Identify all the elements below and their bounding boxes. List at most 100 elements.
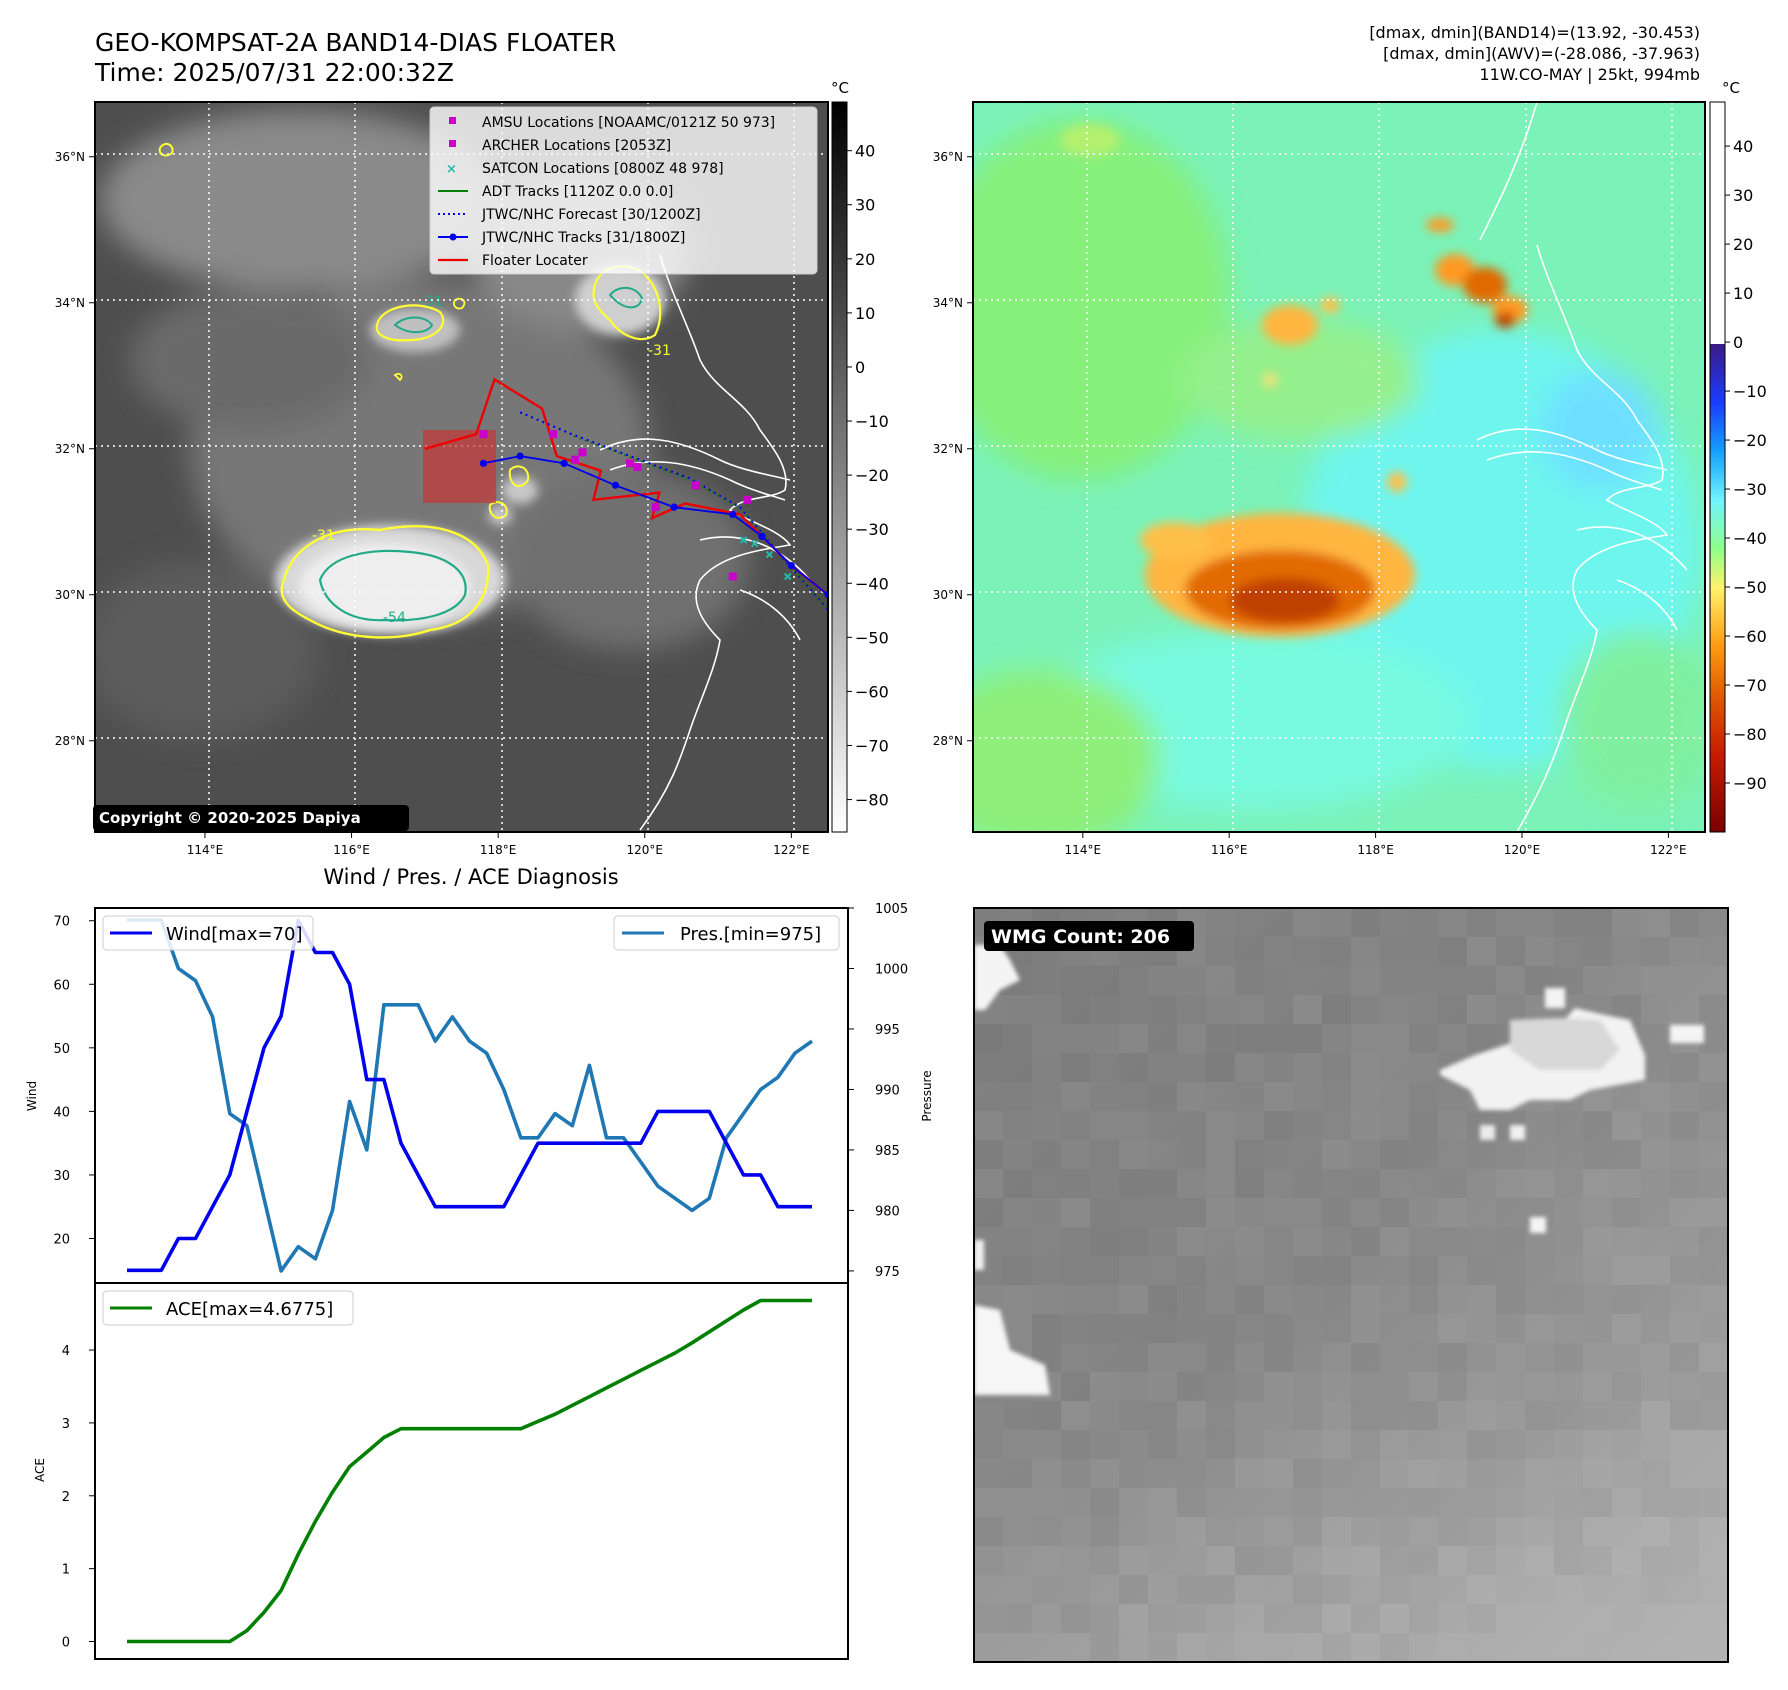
wmg-pixel [1003, 995, 1032, 1024]
wmg-pixel [1554, 1314, 1583, 1343]
wmg-pixel [1641, 1082, 1670, 1111]
wmg-pixel [1554, 1256, 1583, 1285]
wmg-pixel [974, 1430, 1003, 1459]
wmg-pixel [1264, 908, 1293, 937]
wmg-pixel [1090, 1169, 1119, 1198]
wmg-pixel [1119, 1401, 1148, 1430]
wmg-pixel [1612, 1169, 1641, 1198]
lat-tick-label: 28°N [55, 734, 85, 748]
contour-label: -31 [312, 528, 335, 544]
wmg-field [974, 908, 1728, 1662]
wmg-pixel [1438, 1546, 1467, 1575]
wmg-pixel [1177, 1082, 1206, 1111]
wmg-pixel [1409, 1459, 1438, 1488]
wmg-pixel [1061, 1227, 1090, 1256]
wmg-pixel [1264, 1256, 1293, 1285]
wmg-pixel [1641, 1169, 1670, 1198]
wmg-pixel [1090, 1082, 1119, 1111]
archer-marker-icon [449, 140, 456, 147]
lat-tick-label: 30°N [55, 588, 85, 602]
wmg-panel: WMG Count: 206 [973, 907, 1729, 1663]
wmg-pixel [1554, 1198, 1583, 1227]
wmg-pixel [1409, 1227, 1438, 1256]
wmg-pixel [1467, 1372, 1496, 1401]
wmg-pixel [1496, 1227, 1525, 1256]
wmg-pixel [1409, 1285, 1438, 1314]
wmg-pixel [1264, 1517, 1293, 1546]
wmg-pixel [1206, 1140, 1235, 1169]
wmg-pixel [1409, 1575, 1438, 1604]
wmg-pixel [1525, 1459, 1554, 1488]
wmg-pixel [1322, 1459, 1351, 1488]
wmg-pixel [974, 1459, 1003, 1488]
wmg-pixel [1438, 995, 1467, 1024]
track-layer [424, 377, 828, 611]
wmg-pixel [1235, 1430, 1264, 1459]
wmg-pixel [1322, 1343, 1351, 1372]
wmg-pixel [1119, 1256, 1148, 1285]
wmg-pixel [1467, 1517, 1496, 1546]
wmg-pixel [1032, 1285, 1061, 1314]
wmg-pixel [1235, 1082, 1264, 1111]
colorbar-tick-label: −70 [855, 736, 889, 755]
colorbar-tick-label: −50 [855, 628, 889, 647]
wmg-pixel [1612, 1430, 1641, 1459]
wmg-pixel [1235, 995, 1264, 1024]
wmg-pixel [1061, 1082, 1090, 1111]
wmg-pixel [1148, 1314, 1177, 1343]
wmg-pixel [1206, 1024, 1235, 1053]
wmg-pixel [1351, 1227, 1380, 1256]
wmg-pixel [1583, 1343, 1612, 1372]
lat-tick-label: 36°N [933, 150, 963, 164]
wmg-pixel [1032, 1082, 1061, 1111]
wmg-pixel [1583, 1401, 1612, 1430]
wmg-pixel [1003, 1517, 1032, 1546]
ace-ytick-label: 0 [62, 1636, 70, 1651]
wmg-pixel [1583, 1459, 1612, 1488]
wmg-pixel [1525, 1314, 1554, 1343]
wmg-pixel [1583, 1517, 1612, 1546]
wind-ytick-label: 30 [53, 1169, 70, 1184]
wmg-pixel [974, 1575, 1003, 1604]
wmg-pixel [1641, 1546, 1670, 1575]
wmg-count-badge [984, 921, 1194, 951]
colorbar-tick-label: 0 [855, 358, 865, 377]
wmg-pixel [1148, 1227, 1177, 1256]
lat-tick-label: 32°N [55, 442, 85, 456]
wmg-pixel [1380, 1140, 1409, 1169]
wmg-pixel [1090, 1053, 1119, 1082]
wmg-pixel [1351, 908, 1380, 937]
wmg-pixel [1641, 1140, 1670, 1169]
wmg-pixel [1206, 1111, 1235, 1140]
wmg-pixel [1409, 995, 1438, 1024]
wmg-pixel [1148, 1198, 1177, 1227]
wmg-pixel [1322, 1256, 1351, 1285]
wind-ytick-label: 40 [53, 1105, 70, 1120]
wmg-pixel [1380, 1372, 1409, 1401]
wmg-pixel [1612, 908, 1641, 937]
wmg-pixel [1699, 1227, 1728, 1256]
wmg-pixel [1409, 1633, 1438, 1662]
wmg-pixel [1583, 1546, 1612, 1575]
colorbar-tick-label: 20 [1733, 235, 1753, 254]
wmg-pixel [1409, 1401, 1438, 1430]
wmg-pixel [1699, 1198, 1728, 1227]
legend-archer: ARCHER Locations [2053Z] [482, 138, 671, 154]
wmg-pixel [1264, 1488, 1293, 1517]
wmg-pixel [1293, 1169, 1322, 1198]
colorbar-tick-label: 40 [1733, 137, 1753, 156]
wmg-pixel [1235, 1111, 1264, 1140]
wmg-pixel [1380, 1082, 1409, 1111]
wmg-pixel [1119, 1633, 1148, 1662]
wmg-pixel [1380, 1285, 1409, 1314]
wmg-pixel [1351, 1546, 1380, 1575]
wmg-pixel [1467, 908, 1496, 937]
wmg-pixel [1206, 1401, 1235, 1430]
wmg-pixel [1467, 1575, 1496, 1604]
wmg-pixel [1641, 1604, 1670, 1633]
wmg-pixel [1061, 995, 1090, 1024]
wmg-pixel [1670, 1256, 1699, 1285]
wmg-pixel [1235, 1140, 1264, 1169]
wmg-pixel [1293, 908, 1322, 937]
wmg-pixel [1148, 1430, 1177, 1459]
